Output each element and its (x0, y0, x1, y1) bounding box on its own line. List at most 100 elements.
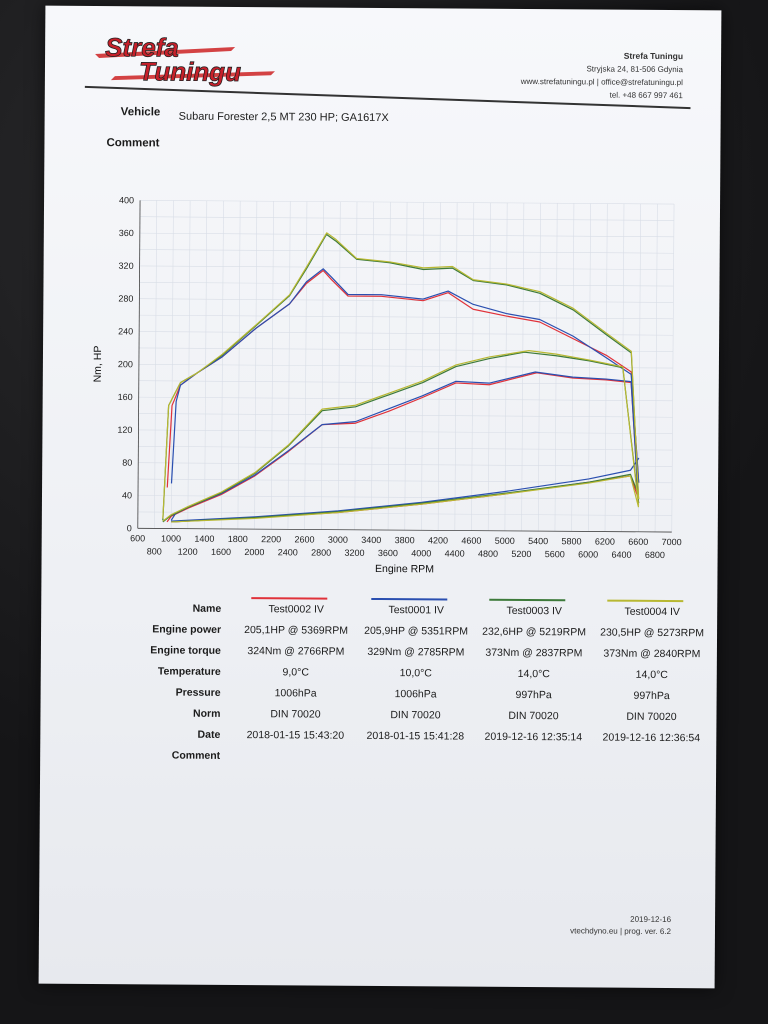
results-cell-pressure: 1006hPa (274, 687, 317, 700)
y-tick-label: 200 (118, 359, 133, 369)
results-cell-torque: 324Nm @ 2766RPM (247, 645, 345, 658)
grid-line-horizontal (138, 495, 672, 500)
x-tick-label: 5400 (528, 536, 548, 546)
x-tick-label: 2000 (244, 547, 264, 557)
company-phone: tel. +48 667 997 461 (609, 90, 683, 101)
results-cell-temperature: 9,0°C (282, 666, 310, 679)
strefa-tuningu-logo: Strefa Tuningu (95, 32, 275, 87)
x-tick-label: 4600 (461, 536, 481, 546)
legend-color-line (489, 598, 566, 602)
results-label-pressure: Pressure (175, 686, 221, 699)
grid-line-horizontal (139, 298, 674, 303)
x-tick-label: 1400 (194, 534, 214, 544)
grid-line-horizontal (139, 265, 674, 270)
grid-line-horizontal (139, 216, 674, 221)
x-tick-label: 3600 (378, 548, 398, 558)
grid-line-horizontal (139, 331, 674, 336)
results-label-date: Date (197, 728, 221, 741)
x-tick-label: 6800 (645, 550, 665, 560)
results-cell-torque: 373Nm @ 2840RPM (603, 647, 701, 661)
series-power-line (162, 350, 640, 522)
x-tick-label: 6400 (611, 550, 631, 560)
footer-date: 2019-12-16 (630, 914, 672, 925)
x-tick-label: 3000 (328, 535, 348, 545)
x-tick-label: 2600 (295, 534, 315, 544)
results-table: Name Test0002 IV Test0001 IV Test0003 IV Tes… (120, 597, 704, 774)
x-tick-label: 4200 (428, 535, 448, 545)
grid-line-horizontal (138, 446, 673, 451)
legend-color-line (371, 597, 448, 601)
logo-text-1: Strefa (105, 32, 179, 63)
results-cell-power: 230,5HP @ 5273RPM (600, 626, 705, 640)
x-axis-label: Engine RPM (375, 563, 434, 575)
results-row-comment: Comment (120, 749, 700, 774)
grid-line-horizontal (139, 249, 674, 254)
series-power-line (166, 372, 640, 523)
results-cell-power: 205,1HP @ 5369RPM (244, 624, 349, 637)
y-tick-label: 280 (118, 294, 133, 304)
x-tick-label: 1000 (161, 533, 181, 543)
x-tick-label: 600 (130, 533, 145, 543)
grid-line-horizontal (138, 429, 673, 434)
series-torque-line (162, 232, 640, 519)
results-cell-date: 2018-01-15 15:41:28 (366, 729, 465, 743)
grid-line-horizontal (139, 282, 674, 287)
vehicle-label: Vehicle (120, 106, 161, 119)
results-cell-temperature: 14,0°C (517, 667, 550, 681)
results-label-comment: Comment (171, 749, 221, 762)
grid-line-horizontal (138, 364, 673, 369)
x-tick-label: 2800 (311, 548, 331, 558)
results-cell-date: 2018-01-15 15:43:20 (246, 729, 345, 742)
results-label-norm: Norm (193, 707, 221, 720)
results-cell-power: 232,6HP @ 5219RPM (482, 625, 587, 639)
results-cell-pressure: 997hPa (633, 689, 670, 703)
x-tick-label: 1800 (228, 534, 248, 544)
grid-line-horizontal (139, 232, 674, 238)
series-power-line (162, 351, 640, 523)
results-label-name: Name (192, 602, 222, 615)
results-cell-date: 2019-12-16 12:35:14 (484, 730, 583, 744)
x-tick-label: 4400 (445, 548, 465, 558)
grid-line-horizontal (137, 511, 672, 516)
vehicle-value: Subaru Forester 2,5 MT 230 HP; GA1617X (178, 110, 389, 125)
x-tick-label: 7000 (662, 537, 682, 547)
x-tick-label: 3200 (344, 548, 364, 558)
x-tick-label: 4800 (478, 549, 498, 559)
x-axis-line (137, 527, 672, 533)
y-tick-label: 40 (122, 490, 132, 500)
grid-line-horizontal (138, 396, 673, 402)
y-axis-label: Nm, HP (92, 346, 104, 383)
results-label-torque: Engine torque (150, 644, 221, 657)
results-cell-temperature: 10,0°C (399, 667, 432, 680)
company-name: Strefa Tuningu (623, 50, 684, 62)
x-tick-label: 5600 (545, 549, 565, 559)
x-tick-label: 3800 (395, 535, 415, 545)
x-tick-label: 1600 (211, 547, 231, 557)
results-cell-pressure: 1006hPa (394, 688, 437, 701)
series-loss-line (171, 475, 640, 523)
x-tick-label: 6000 (578, 549, 598, 559)
company-web-email: www.strefatuningu.pl | office@strefatuni… (520, 76, 683, 88)
y-tick-label: 160 (118, 392, 133, 402)
x-tick-label: 2200 (261, 534, 281, 544)
results-cell-name: Test0004 IV (593, 599, 711, 618)
grid-line-horizontal (138, 413, 673, 418)
footer-program: vtechdyno.eu | prog. ver. 6.2 (570, 926, 672, 937)
comment-label: Comment (106, 137, 160, 150)
results-cell-name: Test0001 IV (357, 597, 475, 617)
dyno-report-sheet: Strefa Tuningu Strefa Tuningu Stryjska 2… (38, 5, 722, 989)
x-tick-label: 2400 (278, 547, 298, 557)
x-tick-label: 3400 (361, 535, 381, 545)
x-tick-label: 5000 (495, 536, 515, 546)
x-tick-label: 6200 (595, 537, 615, 547)
results-cell-torque: 329Nm @ 2785RPM (367, 645, 465, 659)
results-cell-name: Test0002 IV (237, 597, 355, 616)
x-tick-label: 4000 (411, 548, 431, 558)
results-cell-temperature: 14,0°C (635, 668, 668, 682)
results-cell-name: Test0003 IV (475, 598, 593, 618)
results-cell-torque: 373Nm @ 2837RPM (485, 646, 583, 660)
y-tick-label: 320 (119, 261, 134, 271)
grid-line-horizontal (138, 478, 673, 484)
results-cell-norm: DIN 70020 (626, 710, 677, 724)
x-tick-label: 800 (147, 546, 162, 556)
